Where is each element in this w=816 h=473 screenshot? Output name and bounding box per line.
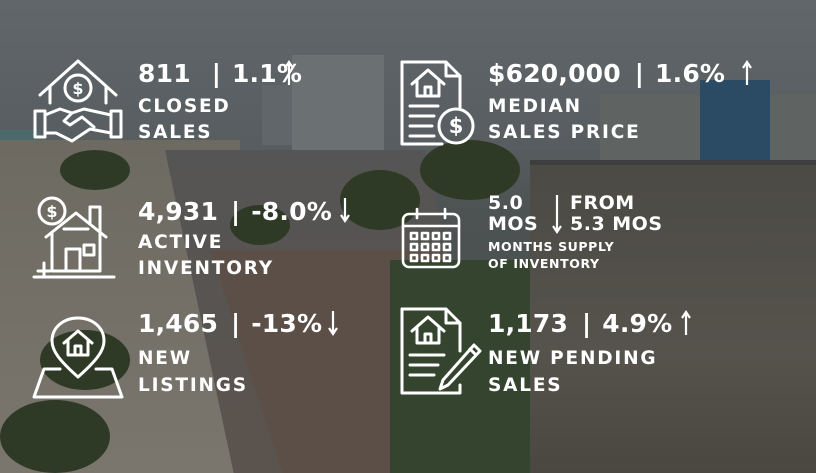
new-listings-change: -13% xyxy=(251,309,323,338)
median-price-change: 1.6% xyxy=(655,59,726,88)
background-palm xyxy=(420,140,520,200)
background-palm xyxy=(230,205,290,245)
active-inventory-separator: | xyxy=(230,197,241,226)
new-listings-separator: | xyxy=(230,309,241,338)
months-supply-value: 5.0 xyxy=(488,192,524,214)
background-tower xyxy=(292,55,384,150)
active-inventory-change: -8.0% xyxy=(251,197,332,226)
closed-sales-separator: | xyxy=(211,59,222,88)
median-price-label-1: MEDIAN xyxy=(488,96,582,117)
house-handshake-icon: $ xyxy=(32,55,124,147)
active-inventory-label-1: ACTIVE xyxy=(138,232,224,253)
months-supply-from-value: 5.3 MOS xyxy=(570,213,663,235)
house-document-dollar-icon: $ xyxy=(398,58,478,150)
house-document-pen-icon xyxy=(398,305,482,399)
down-arrow-icon xyxy=(552,195,562,234)
new-pending-value-line: 1,173 | 4.9% xyxy=(488,310,672,337)
new-listings-label-1: NEW xyxy=(138,348,192,369)
background-palm xyxy=(60,150,130,190)
months-supply-label-2: OF INVENTORY xyxy=(488,256,600,271)
background-palm xyxy=(340,170,420,230)
house-dollar-tag-icon: $ xyxy=(30,193,118,281)
new-listings-label-2: LISTINGS xyxy=(138,375,248,396)
closed-sales-label-2: SALES xyxy=(138,122,213,143)
down-arrow-icon xyxy=(328,311,338,336)
up-arrow-icon xyxy=(284,60,294,85)
up-arrow-icon xyxy=(742,60,752,85)
svg-text:$: $ xyxy=(46,202,57,221)
up-arrow-icon xyxy=(681,310,691,335)
svg-text:$: $ xyxy=(449,114,464,138)
closed-sales-value: 811 xyxy=(138,59,191,88)
months-supply-label-1: MONTHS SUPPLY xyxy=(488,239,615,254)
down-arrow-icon xyxy=(340,198,350,223)
months-supply-from-label: FROM xyxy=(570,192,635,214)
active-inventory-label-2: INVENTORY xyxy=(138,258,274,279)
new-pending-label-2: SALES xyxy=(488,375,563,396)
background-hotel xyxy=(530,165,816,473)
svg-text:$: $ xyxy=(72,79,83,98)
months-supply-unit: MOS xyxy=(488,213,539,235)
new-listings-value: 1,465 xyxy=(138,309,219,338)
closed-sales-label-1: CLOSED xyxy=(138,96,231,117)
calendar-icon xyxy=(400,206,462,270)
background-palm xyxy=(0,400,110,473)
new-pending-value: 1,173 xyxy=(488,309,569,338)
active-inventory-value-line: 4,931 | -8.0% xyxy=(138,198,332,225)
median-price-value: $620,000 xyxy=(488,59,621,88)
background-blue-tower xyxy=(700,80,770,165)
median-price-separator: | xyxy=(634,59,645,88)
new-pending-separator: | xyxy=(581,309,592,338)
house-location-pin-icon xyxy=(30,315,126,401)
active-inventory-value: 4,931 xyxy=(138,197,219,226)
new-pending-change: 4.9% xyxy=(602,309,673,338)
new-pending-label-1: NEW PENDING xyxy=(488,348,658,369)
median-price-label-2: SALES PRICE xyxy=(488,122,641,143)
closed-sales-value-line: 811 | 1.1% xyxy=(138,60,302,87)
new-listings-value-line: 1,465 | -13% xyxy=(138,310,322,337)
median-price-value-line: $620,000 | 1.6% xyxy=(488,60,725,87)
